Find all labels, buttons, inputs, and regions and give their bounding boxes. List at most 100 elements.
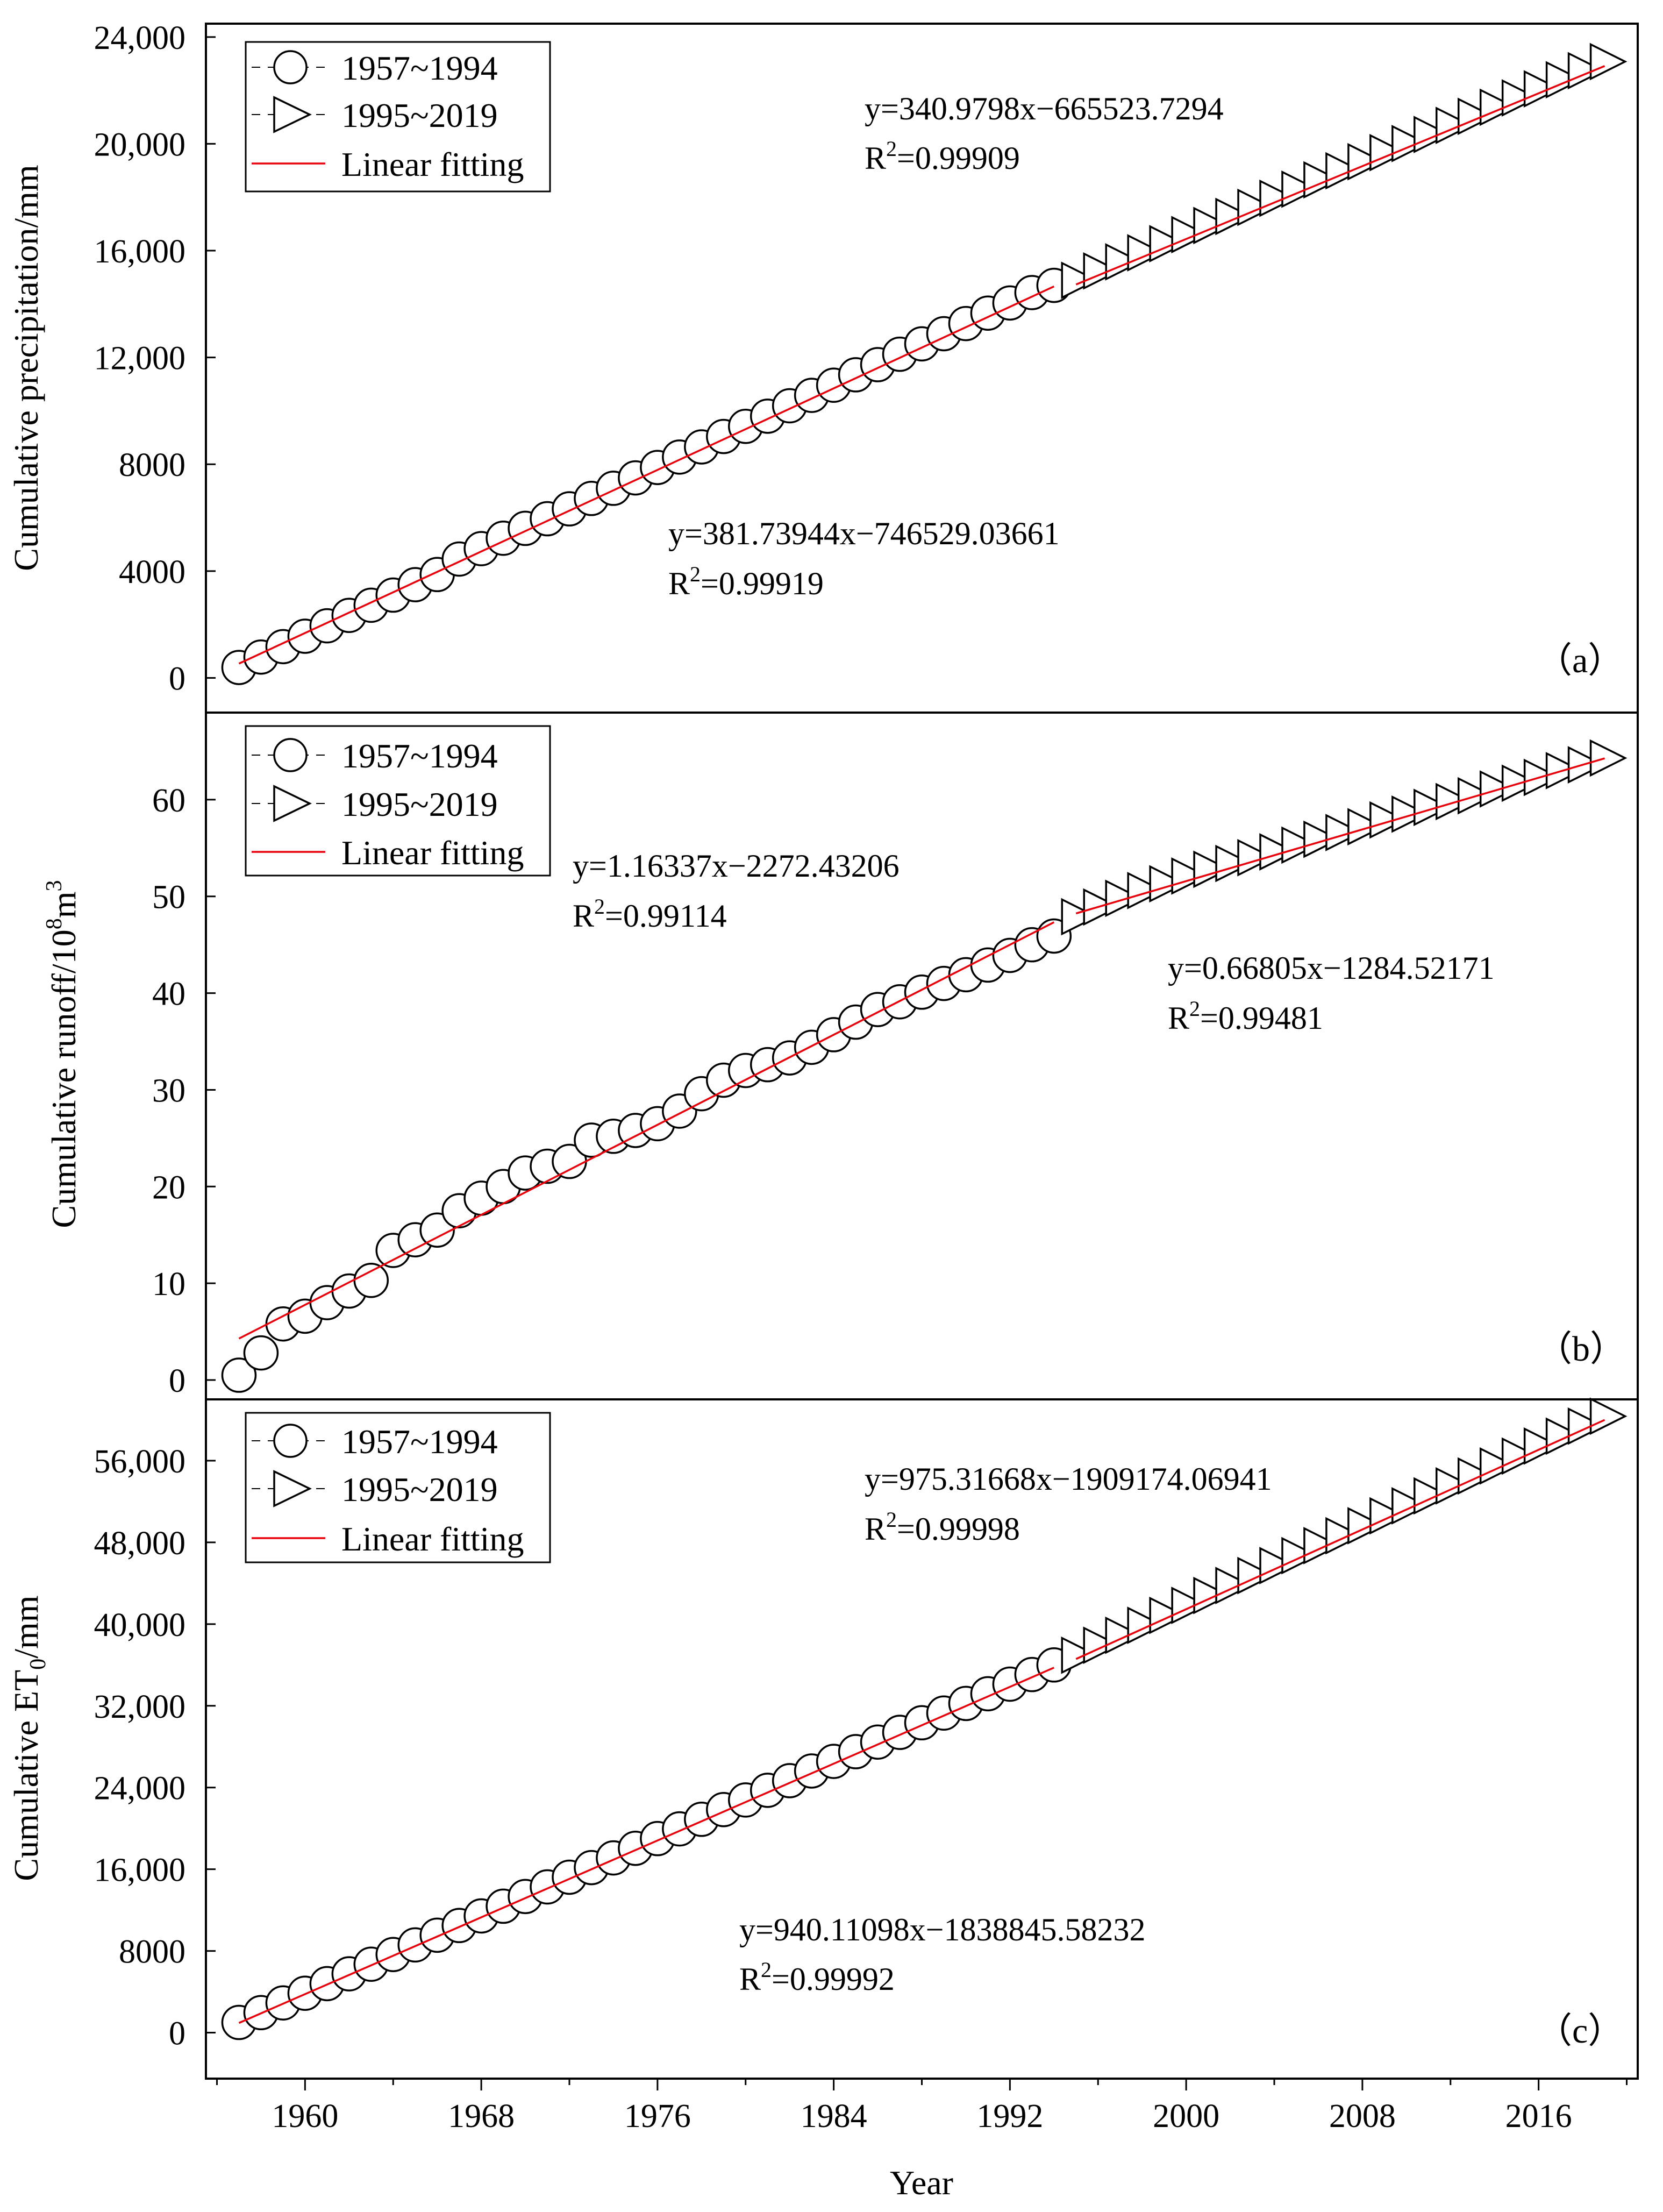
panel-b-legend: 1957~1994 1995~2019 Linear fitting [245,725,551,877]
r2-symbol: R [865,140,886,176]
panel-a-legend-label-2: 1995~2019 [341,96,498,134]
panel-c-label: （c） [1537,2011,1623,2051]
panel-c-triangle-marker [1347,1507,1385,1545]
panel-a-triangle-marker [1149,225,1187,262]
panel-a-ylabel: Cumulative precipitation/mm [7,165,45,571]
panel-b-triangle-marker [1391,795,1429,833]
r2-superscript: 2 [1189,997,1200,1021]
panel-c-triangle-marker [1501,1437,1539,1475]
panel-a-legend-triangle-icon [273,96,312,133]
panel-c-triangle-marker [1193,1576,1231,1614]
panel-c-ytick-label: 48,000 [94,1525,186,1562]
r2-symbol: R [739,1961,761,1997]
panel-b-circle-marker [353,1263,389,1298]
panel-c-triangle-marker [1303,1527,1341,1564]
panel-c-ytick-label: 32,000 [94,1689,186,1725]
panel-b-triangle-marker [1149,865,1187,903]
panel-b-triangle-marker [1171,857,1209,895]
panel-b-triangle-marker [1414,788,1451,827]
panel-c-ytick-label: 16,000 [94,1852,186,1889]
panel-a-fit-line-1 [238,286,1055,665]
panel-a-legend-label-1: 1957~1994 [341,49,498,87]
panel-b-legend-label-1: 1957~1994 [341,737,498,775]
panel-c-legend: 1957~1994 1995~2019 Linear fitting [245,1412,551,1563]
panel-a-ytick-label: 4000 [119,554,185,591]
panel-b-ytick-label: 10 [152,1266,185,1303]
panel-a-legend-label-3: Linear fitting [341,145,524,183]
panel-b: 0 10 20 30 40 50 60 Cumulative runoff/108m3 19… [42,712,1639,1400]
panel-c-triangle-marker [1479,1447,1517,1485]
panel-c-triangle-marker [1369,1497,1407,1535]
panel-a-triangle-marker [1237,188,1275,226]
panel-a: 0 4000 8000 12,000 16,000 20,000 24,000 Cumula… [7,20,1639,714]
panel-c-triangle-marker [1545,1417,1583,1455]
r2-superscript: 2 [761,1958,772,1982]
panel-b-triangle-marker [1127,872,1165,909]
r2-superscript: 2 [690,562,701,586]
panel-b-triangle-marker [1061,898,1099,936]
panel-a-legend: 1957~1994 1995~2019 Linear fitting [245,41,551,193]
panel-a-ytick-label: 20,000 [94,126,186,163]
panel-c-legend-circle-icon [273,1424,308,1458]
x-tick-label: 2000 [1153,2098,1219,2135]
panel-a-triangle-marker [1457,97,1495,136]
panel-c-triangle-marker [1589,1397,1628,1435]
panel-a-fit1-r2: R2=0.99919 [668,562,824,601]
panel-b-legend-label-3: Linear fitting [341,834,524,872]
panel-b-triangle-marker [1436,783,1473,821]
panel-b-label: （b） [1537,1329,1625,1369]
panel-a-triangle-marker [1325,152,1363,190]
x-axis-label: Year [890,2164,953,2202]
panel-a-ytick-label: 8000 [119,447,185,483]
panel-b-triangle-marker [1259,833,1297,871]
panel-b-triangle-marker [1347,808,1385,846]
panel-a-triangle-marker [1171,216,1209,254]
panel-c-triangle-marker [1083,1626,1121,1664]
panel-c-fit-line-2 [1075,1419,1605,1660]
panel-c-triangle-marker [1127,1606,1165,1644]
panel-a-marks [221,42,1628,685]
panel-a-triangle-marker [1259,179,1297,217]
panel-c-fit2-r2: R2=0.99998 [865,1507,1020,1547]
panel-c-triangle-marker [1436,1467,1473,1505]
r2-symbol: R [865,1511,886,1547]
panel-a-triangle-marker [1281,170,1319,208]
panel-c-triangle-marker [1237,1556,1275,1595]
r2-symbol: R [668,566,690,601]
x-tick-label: 2008 [1329,2098,1396,2135]
panel-b-circle-marker [243,1335,279,1371]
panel-b-legend-triangle-icon [273,785,312,822]
panel-c-triangle-marker [1259,1547,1297,1584]
panel-a-triangle-marker [1083,252,1121,290]
r2-value: =0.99992 [772,1961,895,1997]
panel-c-xticks: 1960 1968 1976 1984 1992 2000 2008 2016 [216,2079,1628,2135]
r2-superscript: 2 [594,894,605,919]
panel-c-legend-label-3: Linear fitting [341,1520,524,1558]
panel-a-triangle-marker [1061,261,1099,299]
panel-b-fit2-r2: R2=0.99481 [1168,997,1323,1036]
panel-a-triangle-marker [1215,197,1253,236]
panel-a-triangle-marker [1501,79,1539,117]
panel-c-ytick-label: 24,000 [94,1770,186,1807]
panel-c-fit2-equation: y=975.31668x−1909174.06941 [865,1461,1272,1497]
panel-a-ytick-label: 12,000 [94,340,186,377]
panel-b-circle-marker [221,1357,257,1393]
panel-b-triangle-marker [1369,801,1407,839]
panel-a-label: （a） [1537,641,1623,680]
r2-value: =0.99909 [897,140,1020,176]
panel-b-ytick-label: 20 [152,1169,185,1206]
ylabel-text: Cumulative ET [7,1670,45,1881]
panel-c-triangle-marker [1567,1407,1605,1445]
ylabel-superscript: 8 [42,918,67,929]
panel-a-triangle-marker [1414,116,1451,153]
panel-c-ytick-label: 0 [169,2016,185,2052]
panel-a-ytick-label: 24,000 [94,20,186,56]
x-tick-label: 1968 [448,2098,515,2135]
ylabel-subscript: 0 [26,1659,51,1670]
r2-superscript: 2 [886,137,897,161]
panel-a-triangle-marker [1479,88,1517,126]
panel-b-ytick-label: 40 [152,976,185,1013]
panel-a-fit-line-2 [1075,65,1605,286]
panel-c-legend-label-2: 1995~2019 [341,1470,498,1509]
